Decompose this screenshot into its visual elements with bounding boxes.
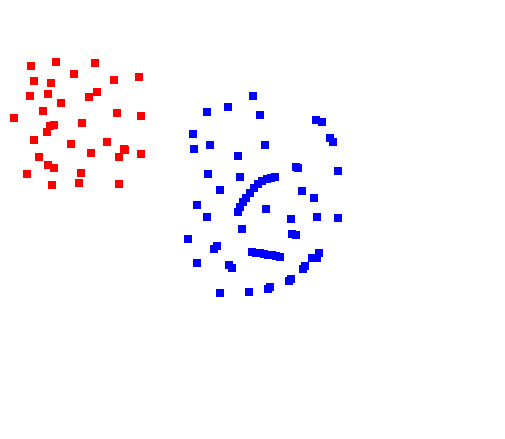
data-point xyxy=(30,136,38,144)
data-point xyxy=(308,254,316,262)
data-point xyxy=(266,283,274,291)
data-point xyxy=(30,77,38,85)
data-point xyxy=(258,177,266,185)
data-point xyxy=(135,73,143,81)
data-point xyxy=(10,114,18,122)
data-point xyxy=(224,103,232,111)
data-point xyxy=(57,99,65,107)
data-point xyxy=(298,187,306,195)
data-point xyxy=(43,128,51,136)
data-point xyxy=(203,108,211,116)
data-point xyxy=(47,79,55,87)
data-point xyxy=(85,93,93,101)
data-point xyxy=(216,186,224,194)
data-point xyxy=(75,179,83,187)
data-point xyxy=(313,254,321,262)
series-1 xyxy=(10,58,145,189)
data-point xyxy=(334,167,342,175)
data-point xyxy=(256,111,264,119)
data-point xyxy=(184,235,192,243)
data-point xyxy=(87,149,95,157)
data-point xyxy=(189,130,197,138)
data-point xyxy=(228,264,236,272)
data-point xyxy=(276,253,284,261)
data-point xyxy=(48,181,56,189)
data-point xyxy=(115,180,123,188)
data-point xyxy=(246,189,254,197)
data-point xyxy=(203,213,211,221)
data-point xyxy=(206,141,214,149)
data-point xyxy=(292,163,300,171)
data-point xyxy=(271,173,279,181)
data-point xyxy=(204,170,212,178)
data-point xyxy=(236,203,244,211)
data-point xyxy=(190,145,198,153)
data-point xyxy=(137,150,145,158)
data-point xyxy=(242,194,250,202)
data-point xyxy=(27,62,35,70)
data-point xyxy=(301,262,309,270)
data-point xyxy=(245,288,253,296)
data-point xyxy=(23,170,31,178)
data-point xyxy=(44,90,52,98)
data-point xyxy=(249,92,257,100)
data-point xyxy=(292,231,300,239)
data-point xyxy=(93,88,101,96)
series-2 xyxy=(184,92,342,297)
data-point xyxy=(234,152,242,160)
data-point xyxy=(44,161,52,169)
data-point xyxy=(70,70,78,78)
data-point xyxy=(318,118,326,126)
data-point xyxy=(236,173,244,181)
data-point xyxy=(91,59,99,67)
data-point xyxy=(213,242,221,250)
data-point xyxy=(110,76,118,84)
data-point xyxy=(193,201,201,209)
data-point xyxy=(52,58,60,66)
data-point xyxy=(334,214,342,222)
data-point xyxy=(115,153,123,161)
data-point xyxy=(238,225,246,233)
data-point xyxy=(35,153,43,161)
data-point xyxy=(312,116,320,124)
data-point xyxy=(113,109,121,117)
data-point xyxy=(216,289,224,297)
data-point xyxy=(315,249,323,257)
data-point xyxy=(234,208,242,216)
data-point xyxy=(50,164,58,172)
data-point xyxy=(287,215,295,223)
data-point xyxy=(313,213,321,221)
data-point xyxy=(262,205,270,213)
data-point xyxy=(39,107,47,115)
data-point xyxy=(261,141,269,149)
data-point xyxy=(78,119,86,127)
data-point xyxy=(103,138,111,146)
data-points xyxy=(10,58,342,297)
data-point xyxy=(50,121,58,129)
data-point xyxy=(67,140,75,148)
data-point xyxy=(121,146,129,154)
data-point xyxy=(137,112,145,120)
data-point xyxy=(193,259,201,267)
data-point xyxy=(310,194,318,202)
data-point xyxy=(326,134,334,142)
data-point xyxy=(287,275,295,283)
data-point xyxy=(77,169,85,177)
data-point xyxy=(26,92,34,100)
